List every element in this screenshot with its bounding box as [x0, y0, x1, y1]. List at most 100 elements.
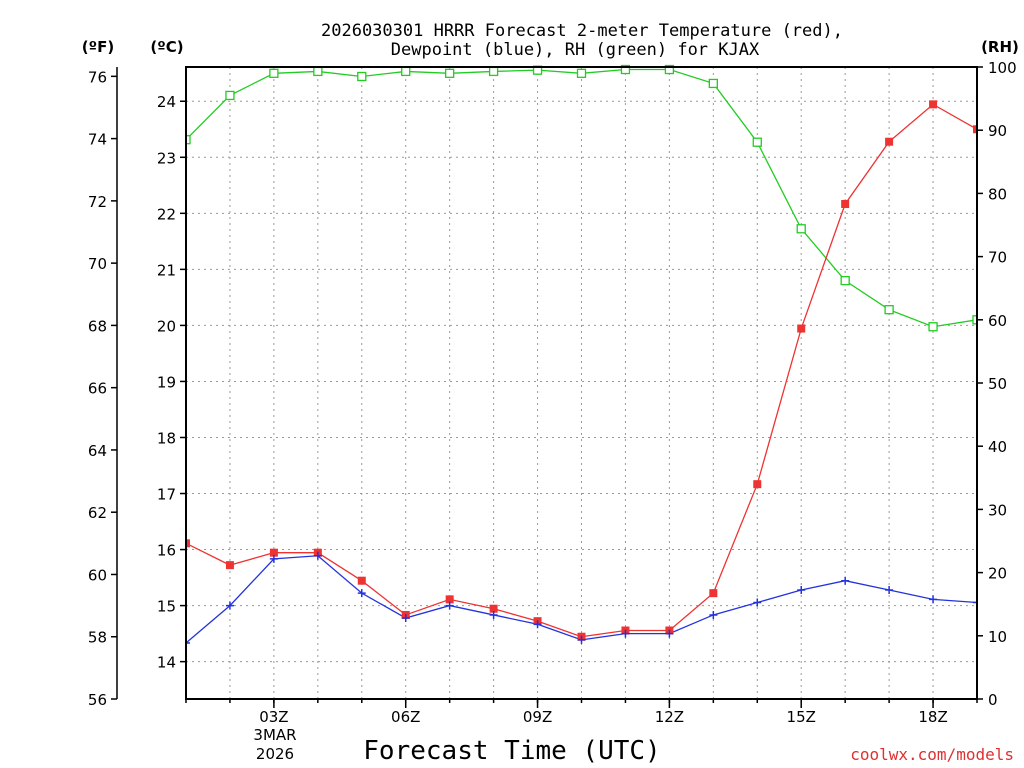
temperature-point: [186, 539, 190, 548]
dewpoint-point: [186, 638, 190, 647]
temperature-point: [489, 604, 498, 613]
temperature-point: [929, 100, 938, 109]
dewpoint-point: [357, 589, 366, 598]
rh-point: [884, 305, 894, 315]
rh-point: [576, 68, 587, 78]
x-tick-label: 09Z: [523, 708, 552, 726]
celsius-tick-label: 16: [157, 542, 176, 560]
celsius-tick-label: 21: [157, 261, 176, 279]
rh-point: [313, 66, 323, 77]
dewpoint-point: [269, 554, 278, 563]
dewpoint-point: [621, 629, 630, 638]
dewpoint-point: [709, 610, 718, 619]
x-tick-label: 03Z: [259, 708, 288, 726]
celsius-tick-label: 19: [157, 373, 176, 391]
dewpoint-point: [885, 586, 894, 595]
celsius-unit-label: (ºC): [150, 38, 183, 56]
temperature-point: [357, 576, 366, 585]
rh-tick-label: 10: [988, 628, 1007, 646]
celsius-tick-label: 22: [157, 205, 176, 223]
fahrenheit-tick-label: 68: [88, 317, 107, 335]
temperature-point: [841, 199, 850, 208]
chart-title-line1: 2026030301 HRRR Forecast 2-meter Tempera…: [321, 21, 843, 41]
temperature-point: [797, 324, 806, 333]
rh-point: [664, 64, 675, 75]
rh-point: [752, 137, 762, 147]
fahrenheit-tick-label: 62: [88, 504, 107, 522]
dewpoint-point: [973, 598, 977, 607]
fahrenheit-tick-label: 76: [88, 68, 107, 86]
dewpoint-point: [797, 586, 806, 595]
temperature-point: [753, 480, 762, 489]
fahrenheit-tick-label: 74: [88, 131, 107, 149]
dewpoint-point: [445, 601, 454, 610]
rh-point: [708, 78, 718, 89]
date-label-year: 2026: [256, 745, 294, 763]
fahrenheit-tick-label: 66: [88, 380, 107, 398]
dewpoint-point: [665, 629, 674, 638]
celsius-tick-label: 20: [157, 317, 176, 335]
dewpoint-point: [533, 620, 542, 629]
x-tick-label: 06Z: [391, 708, 420, 726]
rh-point: [972, 315, 977, 325]
rh-point: [269, 68, 279, 78]
rh-tick-label: 90: [988, 122, 1007, 140]
rh-tick-label: 100: [988, 59, 1017, 77]
rh-point: [840, 275, 850, 286]
celsius-tick-label: 15: [157, 598, 176, 616]
grid: [186, 67, 977, 699]
rh-tick-label: 80: [988, 185, 1007, 203]
rh-point: [401, 66, 411, 77]
rh-point: [620, 64, 631, 75]
rh-tick-label: 70: [988, 249, 1007, 267]
dewpoint-point: [753, 598, 762, 607]
plot-frame: [185, 66, 978, 700]
dewpoint-point: [577, 635, 586, 644]
dewpoint-point: [841, 576, 850, 585]
fahrenheit-tick-label: 60: [88, 566, 107, 584]
celsius-tick-label: 14: [157, 654, 176, 672]
x-axis-title: Forecast Time (UTC): [363, 736, 660, 766]
dewpoint-point: [401, 614, 410, 623]
dewpoint-line: [186, 555, 977, 644]
rh-tick-label: 30: [988, 501, 1007, 519]
x-tick-label: 15Z: [787, 708, 816, 726]
axes: 56 58 60 62 64 66 68 70 72 74 76 14 15 16 17 18 19 20 21 22…: [88, 59, 1017, 726]
dewpoint-point: [929, 595, 938, 604]
fahrenheit-tick-label: 58: [88, 629, 107, 647]
temperature-point: [709, 589, 718, 598]
date-label-month: 3MAR: [253, 726, 296, 744]
celsius-tick-label: 24: [157, 93, 176, 111]
series-group: [186, 64, 977, 647]
rh-unit-label: (RH): [981, 38, 1019, 56]
x-tick-label: 18Z: [918, 708, 947, 726]
dewpoint-point: [489, 610, 498, 619]
fahrenheit-tick-label: 56: [88, 691, 107, 709]
temperature-point: [269, 548, 278, 557]
data-series: [186, 64, 977, 647]
fahrenheit-tick-label: 70: [88, 255, 107, 273]
rh-point: [445, 68, 455, 78]
celsius-tick-label: 18: [157, 429, 176, 447]
rh-point: [225, 90, 235, 101]
temperature-point: [445, 595, 454, 604]
x-tick-label: 12Z: [655, 708, 684, 726]
dewpoint-point: [225, 601, 234, 610]
rh-point: [928, 322, 938, 332]
chart-title-line2: Dewpoint (blue), RH (green) for KJAX: [391, 40, 760, 60]
fahrenheit-unit-label: (ºF): [82, 38, 114, 56]
dewpoint-point: [313, 551, 322, 560]
temperature-point: [885, 137, 894, 146]
rh-tick-label: 0: [988, 691, 998, 709]
rh-tick-label: 60: [988, 312, 1007, 330]
temperature-point: [225, 561, 234, 570]
rh-point: [488, 66, 499, 77]
credit-text: coolwx.com/models: [850, 745, 1014, 764]
temperature-point: [973, 125, 977, 134]
rh-tick-label: 50: [988, 375, 1007, 393]
rh-point: [796, 224, 806, 234]
fahrenheit-tick-label: 64: [88, 442, 107, 460]
rh-point: [357, 71, 367, 82]
rh-tick-label: 40: [988, 438, 1007, 456]
